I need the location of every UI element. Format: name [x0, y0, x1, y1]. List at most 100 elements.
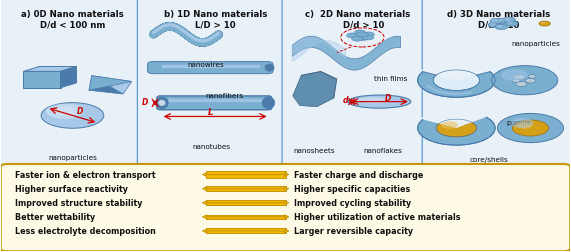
Text: d: d	[343, 95, 348, 104]
Text: nanotubes: nanotubes	[192, 144, 231, 149]
Text: d) 3D Nano materials
D/d > 10: d) 3D Nano materials D/d > 10	[448, 10, 550, 29]
Wedge shape	[420, 62, 492, 81]
Circle shape	[417, 111, 495, 146]
Ellipse shape	[348, 96, 411, 109]
Circle shape	[436, 120, 477, 137]
Text: thin films: thin films	[374, 76, 408, 82]
Circle shape	[498, 20, 504, 22]
FancyBboxPatch shape	[206, 229, 286, 234]
FancyBboxPatch shape	[422, 0, 571, 168]
FancyBboxPatch shape	[206, 201, 286, 205]
Circle shape	[355, 31, 366, 36]
Circle shape	[417, 64, 495, 98]
Wedge shape	[420, 110, 488, 129]
FancyBboxPatch shape	[148, 62, 273, 74]
Circle shape	[539, 22, 550, 27]
Circle shape	[512, 80, 520, 83]
Circle shape	[512, 120, 549, 137]
FancyBboxPatch shape	[1, 164, 570, 251]
Polygon shape	[292, 38, 345, 62]
Circle shape	[497, 19, 509, 24]
Circle shape	[507, 22, 513, 25]
Polygon shape	[92, 76, 132, 95]
Circle shape	[488, 23, 501, 28]
Circle shape	[505, 19, 510, 21]
Text: L: L	[207, 108, 213, 116]
Circle shape	[503, 18, 516, 23]
Circle shape	[497, 26, 502, 28]
Circle shape	[441, 122, 458, 129]
Text: nanosheets: nanosheets	[293, 147, 335, 153]
Text: Improved cycling stability: Improved cycling stability	[294, 199, 411, 207]
Circle shape	[513, 75, 525, 81]
Circle shape	[363, 33, 375, 38]
Text: Higher utilization of active materials: Higher utilization of active materials	[294, 212, 461, 222]
FancyBboxPatch shape	[206, 171, 286, 179]
Polygon shape	[23, 72, 61, 88]
Polygon shape	[89, 76, 123, 95]
Circle shape	[347, 34, 358, 39]
Circle shape	[517, 123, 532, 129]
Circle shape	[495, 25, 508, 30]
FancyBboxPatch shape	[0, 0, 149, 168]
Polygon shape	[89, 76, 132, 91]
Circle shape	[525, 79, 536, 84]
Ellipse shape	[356, 98, 391, 104]
Text: b) 1D Nano materials
L/D > 10: b) 1D Nano materials L/D > 10	[164, 10, 267, 29]
Polygon shape	[23, 67, 77, 72]
Circle shape	[505, 21, 518, 27]
Text: nanoflakes: nanoflakes	[363, 147, 402, 153]
Ellipse shape	[156, 98, 168, 109]
Circle shape	[357, 36, 369, 41]
Text: Higher specific capacities: Higher specific capacities	[294, 184, 411, 193]
Circle shape	[363, 36, 374, 41]
Ellipse shape	[41, 103, 104, 129]
FancyBboxPatch shape	[206, 186, 286, 192]
Circle shape	[516, 82, 527, 87]
Ellipse shape	[265, 65, 274, 72]
Text: porous: porous	[506, 120, 532, 126]
Text: Improved structure stability: Improved structure stability	[15, 199, 142, 207]
Circle shape	[490, 24, 496, 26]
Text: D: D	[142, 98, 148, 107]
Text: Larger reversible capacity: Larger reversible capacity	[294, 227, 413, 235]
FancyBboxPatch shape	[282, 0, 433, 168]
Polygon shape	[61, 67, 77, 88]
Text: nanoparticles: nanoparticles	[512, 41, 561, 47]
Ellipse shape	[54, 107, 75, 116]
Text: nanowires: nanowires	[187, 62, 224, 68]
Circle shape	[492, 66, 558, 96]
Text: nanoparticles: nanoparticles	[48, 155, 97, 161]
Text: Less electrolyte decomposition: Less electrolyte decomposition	[15, 227, 156, 235]
FancyBboxPatch shape	[206, 215, 286, 219]
Text: Faster ion & electron transport: Faster ion & electron transport	[15, 170, 155, 179]
Ellipse shape	[158, 100, 166, 107]
Circle shape	[510, 118, 533, 129]
Ellipse shape	[46, 104, 83, 119]
Circle shape	[357, 33, 368, 38]
Polygon shape	[293, 72, 337, 107]
Circle shape	[501, 70, 528, 82]
Circle shape	[433, 71, 480, 91]
FancyBboxPatch shape	[157, 96, 272, 111]
Circle shape	[490, 19, 502, 25]
FancyBboxPatch shape	[138, 0, 293, 168]
Text: Better wettability: Better wettability	[15, 212, 95, 222]
Text: c)  2D Nano materials
    D/d > 10: c) 2D Nano materials D/d > 10	[305, 10, 411, 29]
Text: D: D	[77, 107, 83, 116]
Circle shape	[497, 114, 564, 143]
Circle shape	[541, 23, 545, 25]
Text: Higher surface reactivity: Higher surface reactivity	[15, 184, 128, 193]
Text: Faster charge and discharge: Faster charge and discharge	[294, 170, 424, 179]
Text: core/shells: core/shells	[470, 156, 509, 163]
Text: nanofibers: nanofibers	[205, 92, 243, 98]
Circle shape	[528, 75, 536, 79]
Circle shape	[492, 20, 497, 22]
Text: hollow: hollow	[445, 120, 468, 126]
Text: a) 0D Nano materials
D/d < 100 nm: a) 0D Nano materials D/d < 100 nm	[21, 10, 124, 29]
FancyBboxPatch shape	[157, 97, 272, 110]
Polygon shape	[293, 73, 336, 108]
Polygon shape	[292, 37, 401, 71]
Circle shape	[352, 37, 363, 42]
Ellipse shape	[262, 98, 275, 109]
